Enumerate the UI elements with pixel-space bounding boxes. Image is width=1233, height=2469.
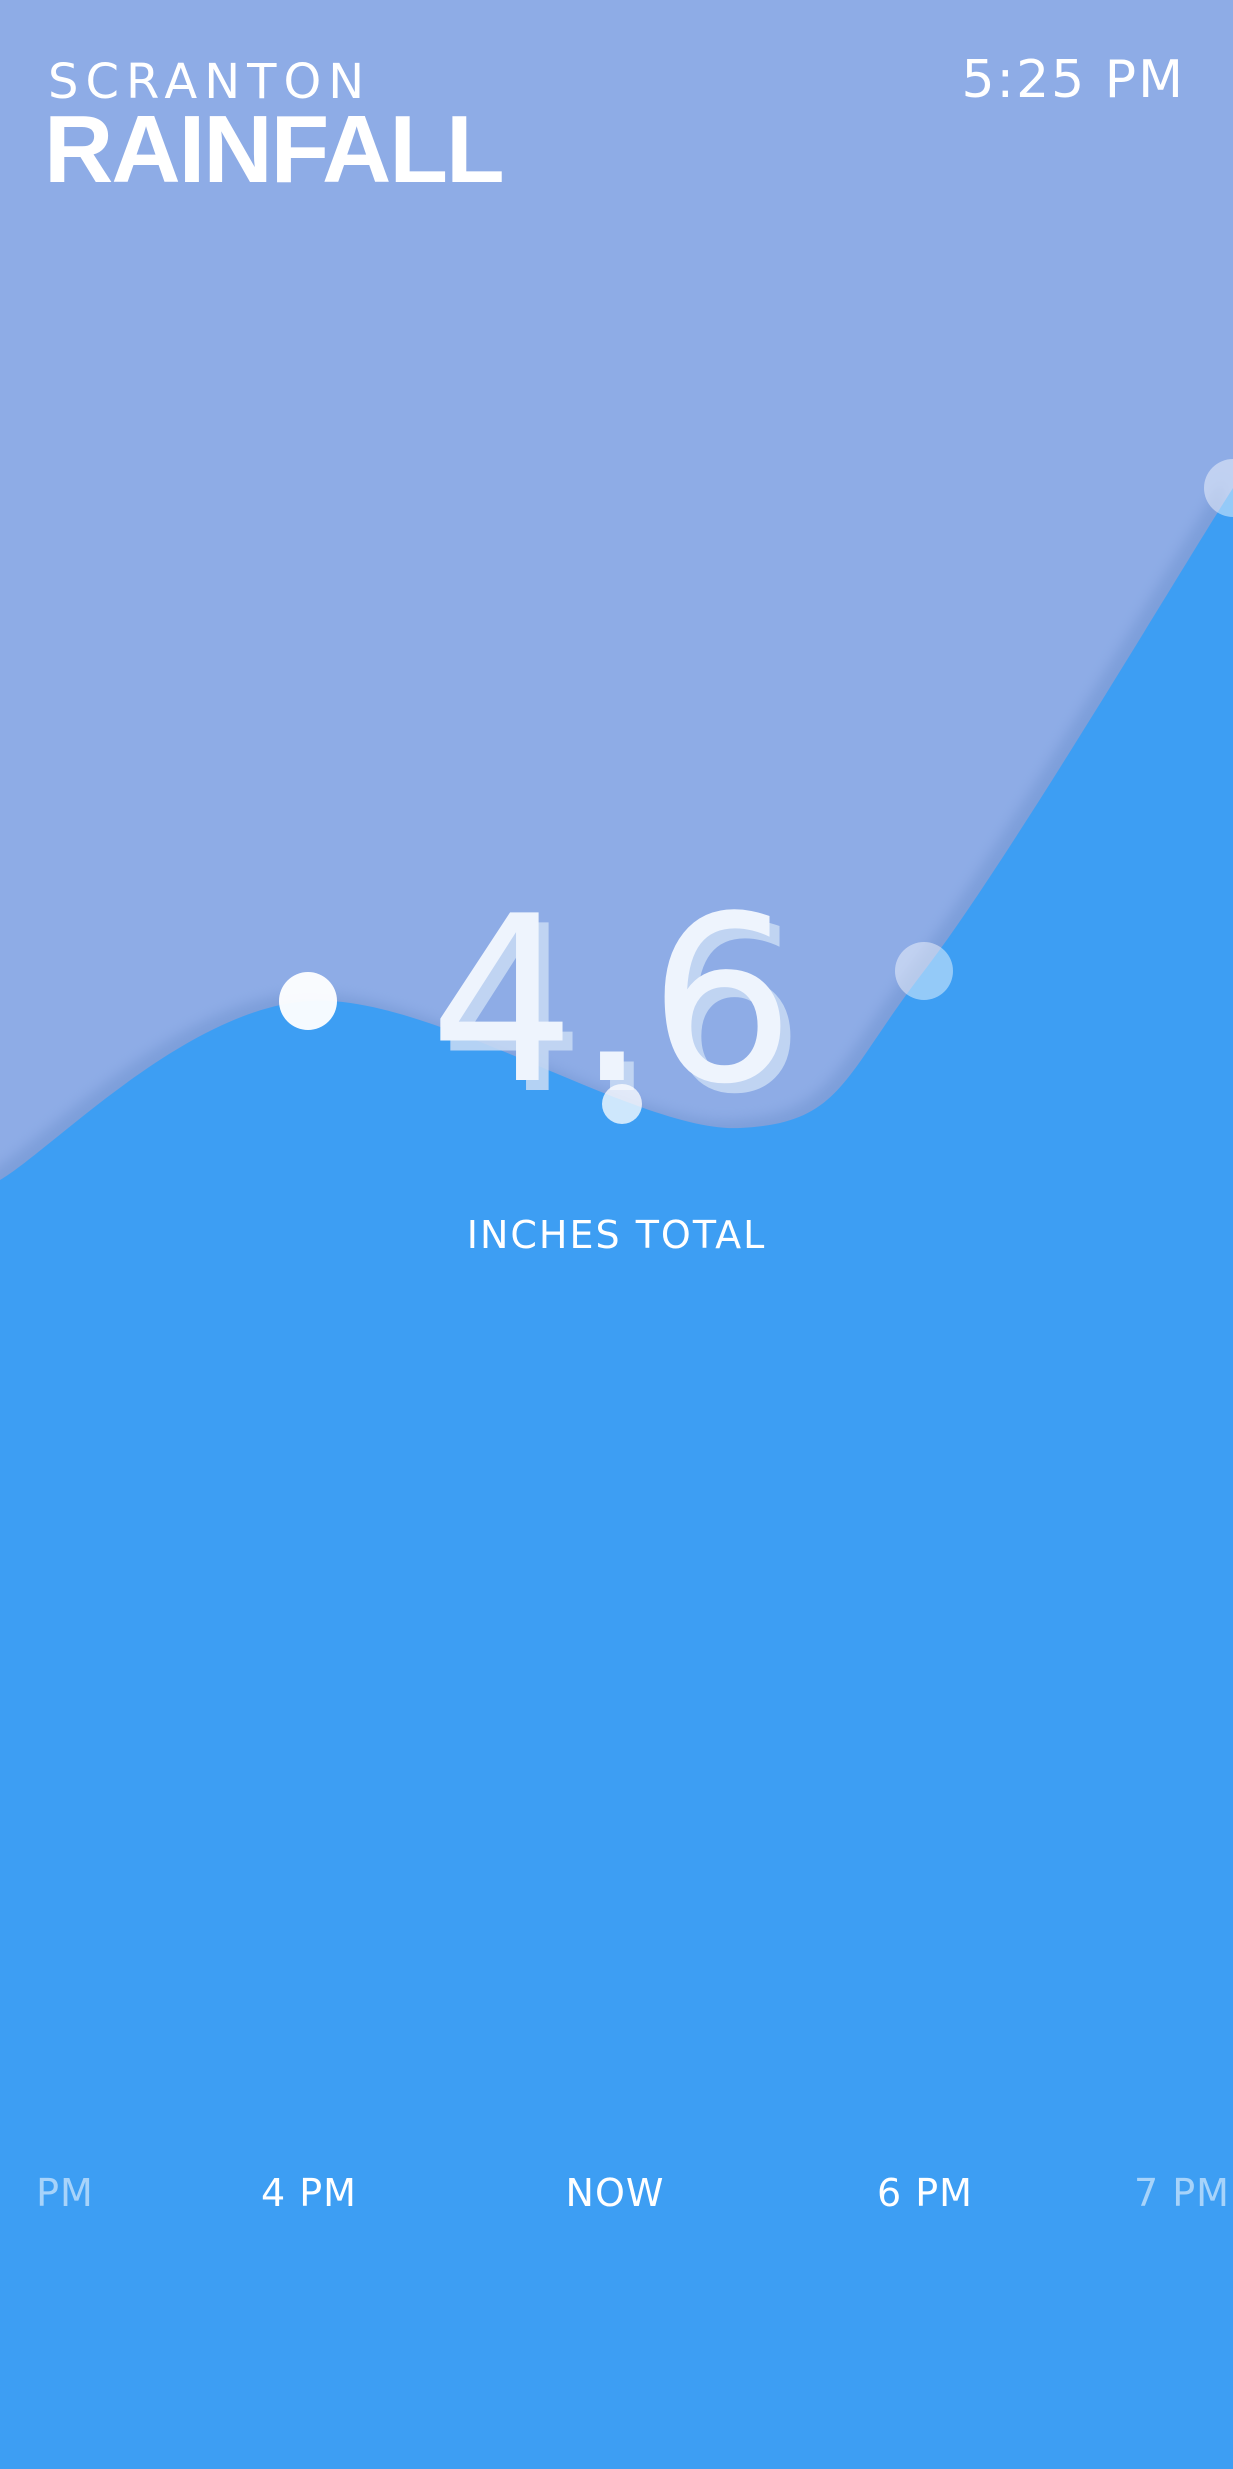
data-point-6pm[interactable]: [895, 942, 953, 1000]
total-label: INCHES TOTAL: [466, 1213, 767, 1257]
hour-label-now[interactable]: NOW: [565, 2171, 665, 2215]
hour-label-4pm[interactable]: 4 PM: [261, 2171, 357, 2215]
data-point-4pm[interactable]: [279, 972, 337, 1030]
page-title: RAINFALL: [44, 96, 505, 203]
rainfall-area: [0, 488, 1233, 2469]
city-name: SCRANTON: [48, 54, 372, 110]
hour-label-6pm[interactable]: 6 PM: [877, 2171, 973, 2215]
data-point-now[interactable]: [602, 1084, 642, 1124]
hour-label-7pm[interactable]: 7 PM: [1134, 2171, 1230, 2215]
hour-label-3pm[interactable]: PM: [36, 2171, 94, 2215]
data-point-7pm[interactable]: [1204, 459, 1233, 517]
current-time: 5:25 PM: [961, 50, 1185, 110]
